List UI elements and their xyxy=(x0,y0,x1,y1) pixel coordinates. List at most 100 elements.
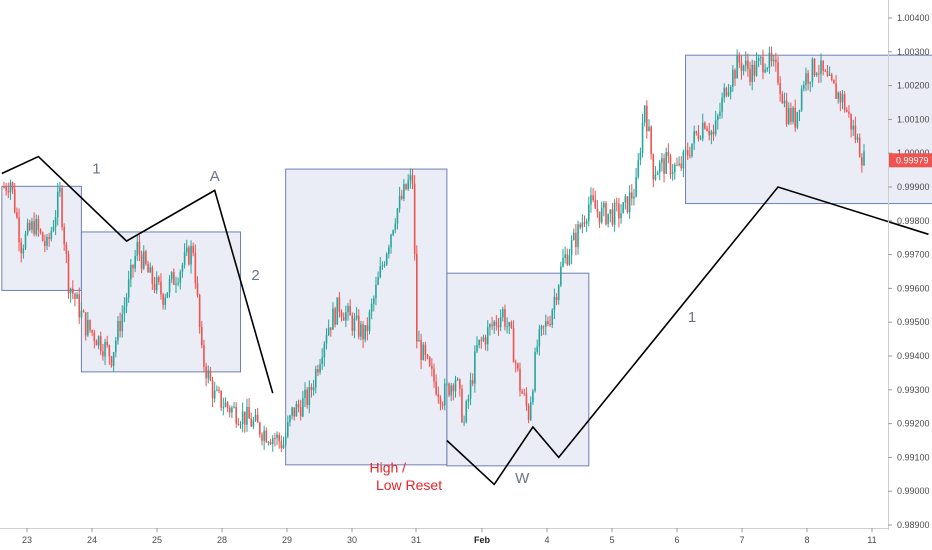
candle-body xyxy=(132,264,134,269)
candle-body xyxy=(667,151,670,157)
candle-body xyxy=(706,128,708,131)
candle-body xyxy=(433,368,435,382)
candle-body xyxy=(342,317,345,321)
candle-body xyxy=(267,442,270,443)
candle-body xyxy=(209,370,212,381)
candle-body xyxy=(422,344,425,360)
candle-body xyxy=(499,317,502,328)
candle xyxy=(856,133,859,143)
candle-body xyxy=(170,272,173,280)
candle xyxy=(476,336,478,354)
candle xyxy=(854,116,857,144)
candle xyxy=(130,258,132,288)
candle xyxy=(50,226,53,242)
candle xyxy=(13,182,16,214)
candle-body xyxy=(59,187,61,192)
candle xyxy=(99,331,102,356)
candle xyxy=(463,415,465,427)
candle-body xyxy=(471,380,474,384)
x-tick-label: 6 xyxy=(674,535,679,545)
candle-body xyxy=(327,327,330,336)
candle xyxy=(564,246,566,264)
candle xyxy=(61,184,63,231)
candle xyxy=(375,276,377,306)
candle xyxy=(355,307,358,321)
candle-body xyxy=(375,284,377,299)
candle xyxy=(235,402,237,428)
candle xyxy=(626,196,629,214)
candle xyxy=(175,276,177,293)
candle xyxy=(519,362,521,397)
candle xyxy=(201,321,203,349)
candle-body xyxy=(695,131,698,134)
candle xyxy=(407,174,409,191)
candle-body xyxy=(78,294,81,318)
candle xyxy=(467,394,470,409)
candle-body xyxy=(102,351,104,357)
candle-body xyxy=(312,387,315,391)
candle xyxy=(787,102,790,126)
candle xyxy=(740,55,743,80)
candle xyxy=(39,228,42,235)
candle-body xyxy=(824,70,827,72)
candle xyxy=(734,68,736,86)
candle xyxy=(493,320,495,334)
candle xyxy=(594,190,597,209)
candle-body xyxy=(517,363,519,369)
candle-body xyxy=(130,264,132,280)
candle xyxy=(738,52,741,68)
candle xyxy=(82,309,85,313)
candle-body xyxy=(177,282,179,284)
candle-body xyxy=(72,288,74,294)
candle-body xyxy=(663,158,665,174)
candle xyxy=(506,317,508,334)
candle xyxy=(145,249,147,266)
candle-body xyxy=(340,311,343,318)
candle-body xyxy=(639,153,642,161)
candle xyxy=(379,257,382,279)
candle-body xyxy=(712,131,715,135)
candle xyxy=(454,375,457,398)
candle-body xyxy=(48,237,50,239)
candle xyxy=(852,119,855,136)
candle-body xyxy=(368,311,371,332)
candle-body xyxy=(84,312,87,336)
candle-body xyxy=(727,92,730,96)
candle-body xyxy=(29,222,31,230)
candle-body xyxy=(723,87,726,98)
candle xyxy=(106,335,108,348)
candle-body xyxy=(835,83,837,99)
candle-body xyxy=(164,297,167,305)
candle-body xyxy=(813,58,816,76)
candle-body xyxy=(400,195,403,199)
candle-body xyxy=(762,57,764,73)
candle-body xyxy=(20,242,22,254)
candle xyxy=(633,188,635,206)
candle xyxy=(547,316,549,327)
candle-body xyxy=(11,182,14,190)
candle-body xyxy=(809,81,812,84)
candle-body xyxy=(755,61,758,76)
candle-body xyxy=(74,293,76,299)
candle xyxy=(607,213,609,228)
time-axis[interactable]: 23 24 25 28 29 30 31 Feb 4 5 6 7 8 11 xyxy=(22,528,877,545)
candle xyxy=(583,215,586,227)
candle xyxy=(56,182,59,226)
candle xyxy=(792,106,794,125)
candle xyxy=(138,233,141,262)
candle xyxy=(620,204,622,224)
candle xyxy=(224,397,227,408)
candle-body xyxy=(828,74,831,76)
candle-body xyxy=(577,224,579,248)
candle-body xyxy=(689,155,691,157)
candle xyxy=(469,372,472,406)
candle xyxy=(491,316,493,330)
candle-body xyxy=(656,172,659,176)
candle-body xyxy=(542,325,545,327)
candle-body xyxy=(306,389,308,406)
candle xyxy=(742,64,745,76)
candle xyxy=(297,399,300,413)
price-axis[interactable]: 1.004001.003001.002001.001001.000000.999… xyxy=(888,13,930,530)
candle xyxy=(781,91,784,104)
